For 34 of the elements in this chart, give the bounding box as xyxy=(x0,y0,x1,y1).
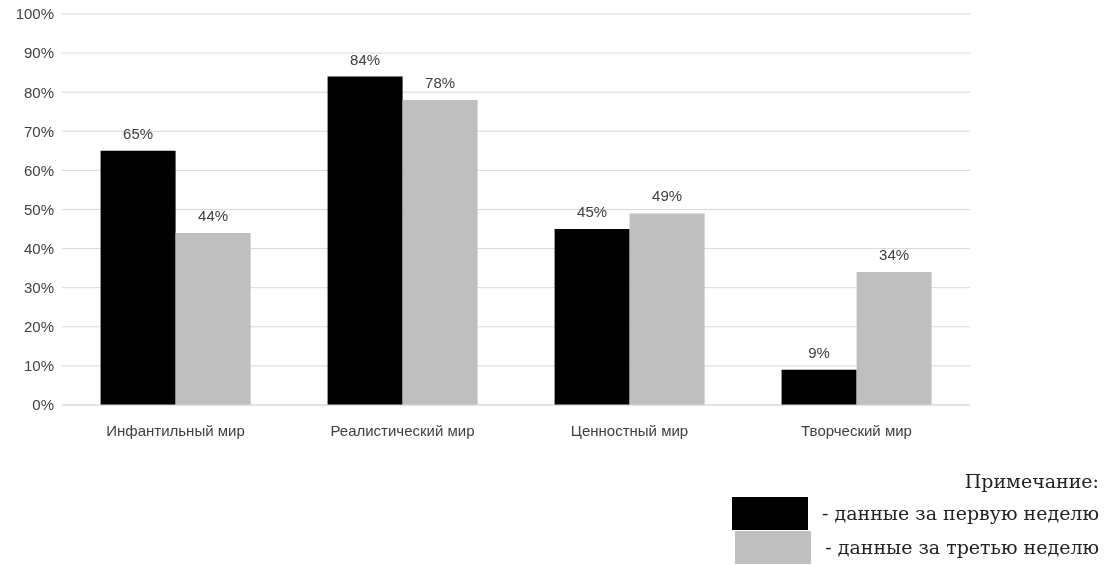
data-label: 45% xyxy=(577,203,608,221)
bar xyxy=(175,232,251,405)
x-tick-label: Ценностный мир xyxy=(570,421,689,439)
y-tick-label: 60% xyxy=(23,161,54,179)
bar xyxy=(629,213,705,405)
x-tick-label: Творческий мир xyxy=(801,421,912,439)
data-label: 44% xyxy=(198,206,229,224)
bar xyxy=(781,369,857,405)
data-label: 78% xyxy=(425,74,456,92)
data-label: 9% xyxy=(808,343,830,361)
x-tick-label: Инфантильный мир xyxy=(106,421,245,439)
y-tick-label: 10% xyxy=(23,357,54,375)
legend-label: - данные за третью неделю xyxy=(825,536,1099,558)
y-tick-label: 50% xyxy=(23,200,54,218)
y-tick-label: 70% xyxy=(23,122,54,140)
data-label: 49% xyxy=(652,187,683,205)
bar xyxy=(327,76,403,405)
y-tick-label: 20% xyxy=(23,318,54,336)
bar xyxy=(554,229,630,405)
y-tick-label: 30% xyxy=(23,279,54,297)
bar xyxy=(100,150,176,405)
y-tick-label: 40% xyxy=(23,239,54,257)
data-label: 65% xyxy=(123,124,154,142)
legend-label: - данные за первую неделю xyxy=(822,502,1099,524)
data-label: 34% xyxy=(879,246,910,264)
y-tick-label: 100% xyxy=(15,5,54,23)
y-tick-label: 0% xyxy=(32,396,54,414)
y-tick-label: 90% xyxy=(23,44,54,62)
bar xyxy=(402,100,478,405)
x-tick-label: Реалистический мир xyxy=(330,421,475,439)
data-label: 84% xyxy=(350,50,381,68)
bar xyxy=(856,272,932,405)
y-tick-label: 80% xyxy=(23,83,54,101)
legend-title: Примечание: xyxy=(964,469,1099,494)
